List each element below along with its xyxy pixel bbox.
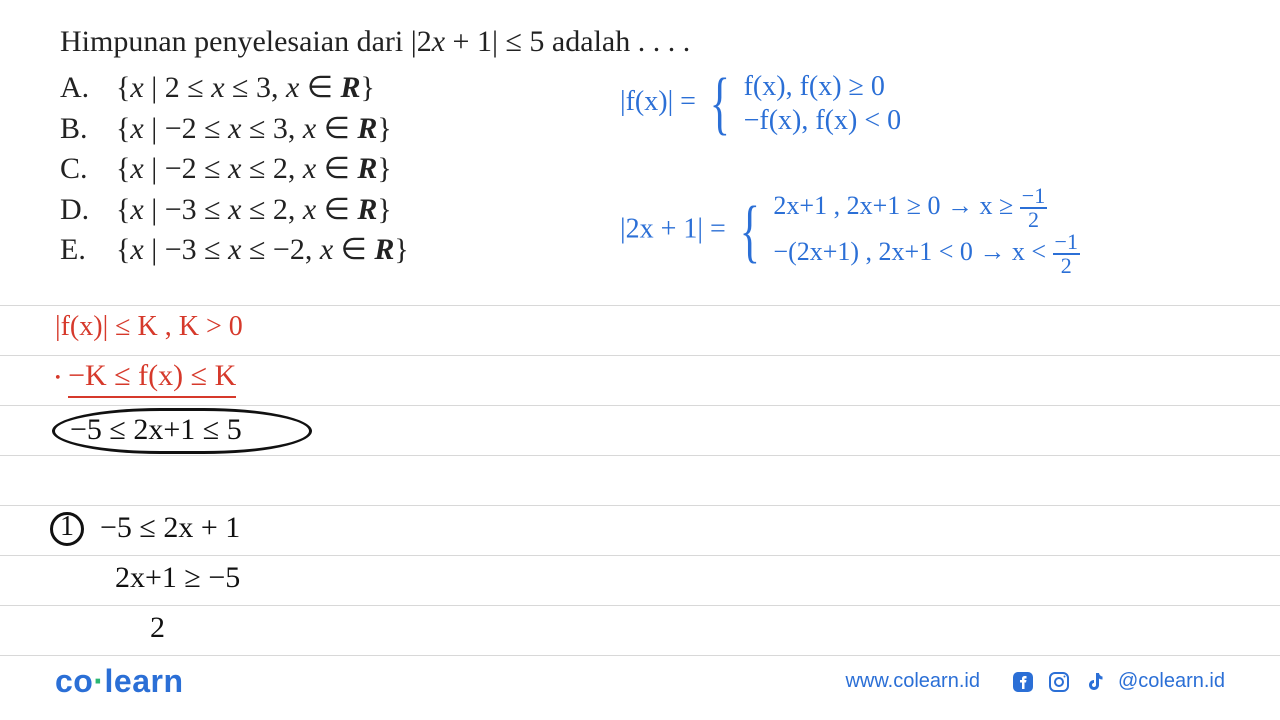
question-prefix: Himpunan penyelesaian dari |2 (60, 25, 432, 58)
brace-icon: { (740, 214, 760, 249)
handwriting-red-rule2: • −K ≤ f(x) ≤ K (55, 358, 236, 398)
social-icons: @colearn.id (1010, 669, 1225, 695)
blue-absval-case1: f(x), f(x) ≥ 0 (744, 70, 902, 104)
handwriting-red-rule1: |f(x)| ≤ K , K > 0 (55, 310, 243, 344)
tiktok-icon (1082, 669, 1108, 695)
option-b: B. {x | −2 ≤ x ≤ 3, x ∈ R} (60, 109, 409, 150)
logo-dot-icon: · (93, 663, 104, 699)
step1-line3: 2 (150, 610, 165, 646)
instagram-icon (1046, 669, 1072, 695)
social-handle: @colearn.id (1118, 670, 1225, 693)
step1-line1: −5 ≤ 2x + 1 (100, 510, 240, 546)
logo-co: co (55, 663, 93, 699)
blue-2x1-case2: −(2x+1) , 2x+1 < 0 → x < −12 (773, 231, 1080, 277)
question-mid: + 1| ≤ 5 adalah . . . . (445, 25, 690, 58)
option-d: D. {x | −3 ≤ x ≤ 2, x ∈ R} (60, 190, 409, 231)
option-letter: A. (60, 68, 116, 109)
option-e: E. {x | −3 ≤ x ≤ −2, x ∈ R} (60, 230, 409, 271)
fraction: −12 (1053, 231, 1080, 277)
option-body: {x | −3 ≤ x ≤ 2, x ∈ R} (116, 190, 392, 231)
fraction: −12 (1020, 185, 1047, 231)
step-number: 1 (60, 510, 74, 544)
answer-options: A. {x | 2 ≤ x ≤ 3, x ∈ R} B. {x | −2 ≤ x… (60, 68, 409, 271)
option-body: {x | −2 ≤ x ≤ 2, x ∈ R} (116, 149, 392, 190)
facebook-icon (1010, 669, 1036, 695)
footer-url: www.colearn.id (845, 670, 980, 693)
blue-2x1-case1: 2x+1 , 2x+1 ≥ 0 → x ≥ −12 (773, 185, 1080, 231)
option-letter: C. (60, 149, 116, 190)
blue-absval-lhs: |f(x)| = (620, 86, 696, 117)
brace-icon: { (710, 86, 730, 121)
option-letter: D. (60, 190, 116, 231)
blue-absval-case2: −f(x), f(x) < 0 (744, 104, 902, 138)
option-body: {x | −3 ≤ x ≤ −2, x ∈ R} (116, 230, 409, 271)
option-a: A. {x | 2 ≤ x ≤ 3, x ∈ R} (60, 68, 409, 109)
footer: co·learn www.colearn.id @colearn.id (0, 663, 1280, 700)
logo-learn: learn (105, 663, 184, 699)
option-c: C. {x | −2 ≤ x ≤ 2, x ∈ R} (60, 149, 409, 190)
handwriting-compound-ineq: −5 ≤ 2x+1 ≤ 5 (70, 412, 242, 448)
handwriting-blue-2x1-def: |2x + 1| = { 2x+1 , 2x+1 ≥ 0 → x ≥ −12 −… (620, 185, 1080, 277)
option-body: {x | −2 ≤ x ≤ 3, x ∈ R} (116, 109, 392, 150)
option-letter: B. (60, 109, 116, 150)
question-var: x (432, 25, 445, 58)
option-body: {x | 2 ≤ x ≤ 3, x ∈ R} (116, 68, 375, 109)
step1-line2: 2x+1 ≥ −5 (115, 560, 240, 596)
colearn-logo: co·learn (55, 663, 183, 700)
blue-2x1-lhs: |2x + 1| = (620, 213, 726, 244)
question-text: Himpunan penyelesaian dari |2x + 1| ≤ 5 … (60, 25, 690, 59)
handwriting-blue-absval-def: |f(x)| = { f(x), f(x) ≥ 0 −f(x), f(x) < … (620, 70, 901, 137)
option-letter: E. (60, 230, 116, 271)
footer-right: www.colearn.id @colearn.id (845, 669, 1225, 695)
